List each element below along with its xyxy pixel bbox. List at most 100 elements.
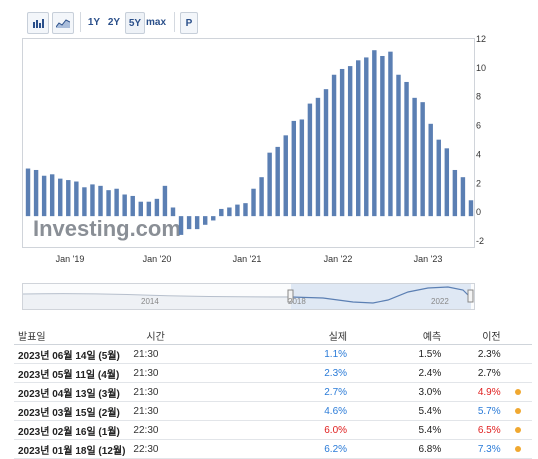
table-row: 2023년 04월 13일 (3월) 21:30 2.7% 3.0% 4.9%: [14, 382, 532, 402]
revised-dot-icon[interactable]: [514, 445, 521, 452]
chart-bar: [323, 89, 329, 217]
revision-indicator: [504, 401, 532, 421]
chart-bar: [114, 188, 119, 217]
chart-bar: [138, 201, 143, 217]
navigator-year-label: 2022: [431, 297, 449, 306]
p-button[interactable]: P: [180, 12, 198, 34]
navigator-series: 2014 2018 2022: [22, 284, 474, 309]
revised-dot-icon[interactable]: [514, 407, 521, 414]
chart-bar: [396, 74, 401, 217]
bar-chart: Investing.com: [25, 50, 474, 241]
chart-bar: [267, 152, 272, 217]
chart-bar: [275, 146, 280, 217]
navigator-right-handle[interactable]: [467, 289, 474, 303]
chart-bar: [420, 102, 425, 217]
header-time: 시간: [129, 326, 277, 345]
chart-bar: [259, 177, 264, 217]
table-header-row: 발표일 시간 실제 예측 이전: [14, 326, 532, 345]
chart-bar: [98, 185, 103, 217]
revision-indicator: [504, 363, 532, 383]
x-tick-label: Jan '22: [324, 254, 353, 264]
chart-bar: [339, 68, 345, 217]
chart-bar: [283, 135, 288, 217]
chart-bar: [227, 207, 232, 217]
release-time: 21:30: [129, 344, 277, 364]
x-tick-label: Jan '23: [414, 254, 443, 264]
chart-bar: [428, 123, 433, 217]
navigator-history-area: [23, 293, 293, 309]
range-2y-button[interactable]: 2Y: [107, 16, 121, 28]
chart-bar: [194, 216, 200, 230]
range-max-button[interactable]: max: [145, 16, 166, 28]
chart-bar: [106, 190, 111, 217]
chart-bar: [82, 187, 87, 217]
previous-value: 5.7%: [445, 401, 505, 421]
chart-bar: [347, 66, 353, 217]
range-5y-button[interactable]: 5Y: [125, 12, 145, 34]
y-tick-label: 4: [476, 149, 481, 159]
x-tick-label: Jan '21: [233, 254, 262, 264]
chart-bar: [380, 55, 385, 217]
y-tick-label: 2: [476, 178, 481, 188]
y-axis: 12 10 8 6 4 2 0 -2: [476, 34, 486, 246]
chart-bar: [251, 188, 256, 217]
previous-value: 2.3%: [445, 344, 505, 364]
chart-bar: [49, 174, 55, 217]
chart-bar: [468, 200, 474, 217]
bar-chart-icon[interactable]: [27, 12, 49, 34]
chart-bar: [460, 177, 466, 217]
forecast-value: 5.4%: [351, 401, 446, 421]
chart-bar: [331, 74, 337, 217]
chart-bar: [452, 169, 458, 217]
chart-bar: [211, 216, 216, 221]
chart-navigator[interactable]: 2014 2018 2022: [22, 283, 475, 310]
area-chart-icon[interactable]: [52, 12, 74, 34]
history-table: 발표일 시간 실제 예측 이전 2023년 06월 14일 (5월) 21:30 1…: [14, 326, 532, 459]
chart-bar: [404, 81, 409, 217]
x-axis: Jan '19 Jan '20 Jan '21 Jan '22 Jan '23: [56, 254, 443, 264]
navigator-selection[interactable]: [291, 284, 471, 309]
chart-bar: [66, 180, 71, 217]
chart-bar: [74, 181, 79, 217]
chart-bar: [130, 195, 135, 217]
chart-bar: [178, 216, 184, 235]
chart-bar: [315, 97, 321, 217]
x-tick-label: Jan '19: [56, 254, 85, 264]
previous-value: 4.9%: [445, 382, 505, 402]
release-date: 2023년 05월 11일 (4월): [14, 363, 130, 383]
navigator-year-label: 2014: [141, 297, 159, 306]
x-tick-label: Jan '20: [143, 254, 172, 264]
header-previous: 이전: [445, 326, 505, 345]
watermark-logo: Investing.com: [33, 216, 181, 241]
navigator-series-line: [290, 286, 472, 304]
chart-bar: [186, 216, 192, 230]
chart-bar: [90, 184, 95, 217]
chart-bar: [356, 60, 361, 217]
chart-bar: [444, 148, 450, 217]
revised-dot-icon[interactable]: [514, 388, 521, 395]
navigator-left-handle[interactable]: [287, 289, 294, 303]
toolbar-separator: [174, 12, 175, 32]
chart-bar: [41, 175, 47, 217]
forecast-value: 1.5%: [351, 344, 446, 364]
revision-indicator: [504, 344, 532, 364]
actual-value: 6.0%: [276, 420, 352, 440]
release-time: 21:30: [129, 401, 277, 421]
range-1y-button[interactable]: 1Y: [87, 16, 101, 28]
chart-bar: [412, 97, 417, 217]
table-row: 2023년 01월 18일 (12월) 22:30 6.2% 6.8% 7.3%: [14, 439, 532, 459]
header-actual: 실제: [276, 326, 352, 345]
release-time: 21:30: [129, 363, 277, 383]
revised-dot-icon[interactable]: [514, 426, 521, 433]
release-time: 22:30: [129, 420, 277, 440]
y-tick-label: 10: [476, 63, 486, 73]
chart-bar: [243, 203, 248, 217]
chart-bar: [291, 120, 297, 217]
forecast-value: 3.0%: [351, 382, 446, 402]
navigator-history-line: [22, 293, 292, 298]
chart-bar: [154, 198, 160, 217]
release-date: 2023년 06월 14일 (5월): [14, 344, 130, 364]
release-date: 2023년 02월 16일 (1월): [14, 420, 130, 440]
chart-plot-area: Investing.com: [22, 38, 475, 248]
y-tick-label: 0: [476, 207, 481, 217]
